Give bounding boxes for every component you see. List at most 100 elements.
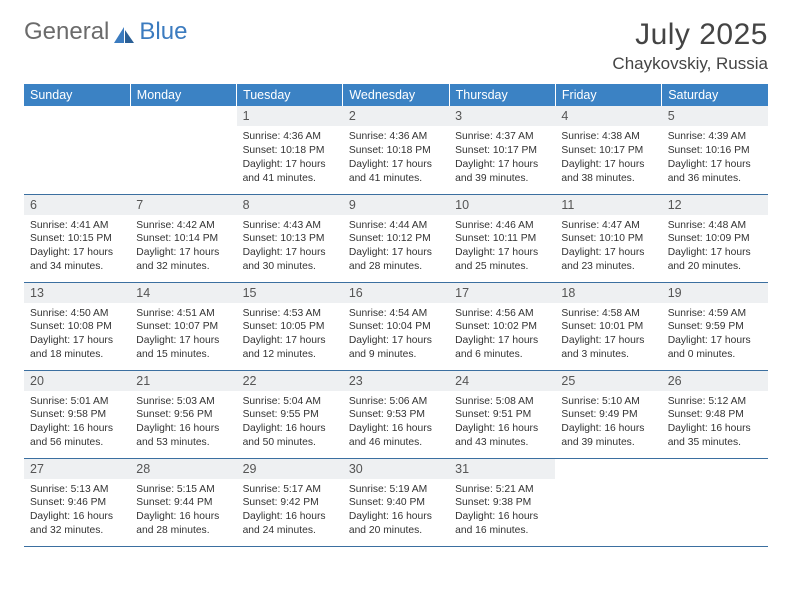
daylight-line: Daylight: 16 hours and 46 minutes. <box>349 422 443 450</box>
calendar-cell: 14Sunrise: 4:51 AMSunset: 10:07 PMDaylig… <box>130 282 236 370</box>
calendar-cell: 26Sunrise: 5:12 AMSunset: 9:48 PMDayligh… <box>662 370 768 458</box>
daylight-line: Daylight: 16 hours and 24 minutes. <box>243 510 337 538</box>
sunrise-line: Sunrise: 5:12 AM <box>668 395 762 409</box>
calendar-cell: 28Sunrise: 5:15 AMSunset: 9:44 PMDayligh… <box>130 458 236 546</box>
calendar-cell: 29Sunrise: 5:17 AMSunset: 9:42 PMDayligh… <box>237 458 343 546</box>
sunrise-line: Sunrise: 4:44 AM <box>349 219 443 233</box>
sunrise-line: Sunrise: 5:01 AM <box>30 395 124 409</box>
day-details: Sunrise: 4:43 AMSunset: 10:13 PMDaylight… <box>237 215 343 281</box>
calendar-cell: 25Sunrise: 5:10 AMSunset: 9:49 PMDayligh… <box>555 370 661 458</box>
sunset-line: Sunset: 10:11 PM <box>455 232 549 246</box>
day-details: Sunrise: 5:15 AMSunset: 9:44 PMDaylight:… <box>130 479 236 545</box>
calendar-cell: 7Sunrise: 4:42 AMSunset: 10:14 PMDayligh… <box>130 194 236 282</box>
sunset-line: Sunset: 10:01 PM <box>561 320 655 334</box>
weekday-header: Tuesday <box>237 84 343 106</box>
sunrise-line: Sunrise: 5:06 AM <box>349 395 443 409</box>
brand-logo: General Blue <box>24 18 187 46</box>
sunset-line: Sunset: 10:17 PM <box>561 144 655 158</box>
calendar-cell: 22Sunrise: 5:04 AMSunset: 9:55 PMDayligh… <box>237 370 343 458</box>
sunrise-line: Sunrise: 4:51 AM <box>136 307 230 321</box>
day-number: 7 <box>130 195 236 215</box>
calendar-cell: 11Sunrise: 4:47 AMSunset: 10:10 PMDaylig… <box>555 194 661 282</box>
sunrise-line: Sunrise: 4:39 AM <box>668 130 762 144</box>
calendar-cell: 21Sunrise: 5:03 AMSunset: 9:56 PMDayligh… <box>130 370 236 458</box>
day-details: Sunrise: 4:51 AMSunset: 10:07 PMDaylight… <box>130 303 236 369</box>
day-number: 26 <box>662 371 768 391</box>
day-details: Sunrise: 5:04 AMSunset: 9:55 PMDaylight:… <box>237 391 343 457</box>
daylight-line: Daylight: 17 hours and 25 minutes. <box>455 246 549 274</box>
calendar-cell: 10Sunrise: 4:46 AMSunset: 10:11 PMDaylig… <box>449 194 555 282</box>
sunset-line: Sunset: 10:12 PM <box>349 232 443 246</box>
sunset-line: Sunset: 9:48 PM <box>668 408 762 422</box>
calendar-cell: 18Sunrise: 4:58 AMSunset: 10:01 PMDaylig… <box>555 282 661 370</box>
day-details: Sunrise: 5:17 AMSunset: 9:42 PMDaylight:… <box>237 479 343 545</box>
sail-icon <box>113 23 135 41</box>
day-number: 15 <box>237 283 343 303</box>
calendar-cell: 1Sunrise: 4:36 AMSunset: 10:18 PMDayligh… <box>237 106 343 194</box>
sunset-line: Sunset: 10:05 PM <box>243 320 337 334</box>
sunrise-line: Sunrise: 5:17 AM <box>243 483 337 497</box>
sunrise-line: Sunrise: 4:38 AM <box>561 130 655 144</box>
daylight-line: Daylight: 17 hours and 39 minutes. <box>455 158 549 186</box>
calendar-cell: 12Sunrise: 4:48 AMSunset: 10:09 PMDaylig… <box>662 194 768 282</box>
sunset-line: Sunset: 9:51 PM <box>455 408 549 422</box>
weekday-header: Thursday <box>449 84 555 106</box>
daylight-line: Daylight: 16 hours and 56 minutes. <box>30 422 124 450</box>
calendar-cell: 20Sunrise: 5:01 AMSunset: 9:58 PMDayligh… <box>24 370 130 458</box>
day-number: 1 <box>237 106 343 126</box>
calendar-row: 20Sunrise: 5:01 AMSunset: 9:58 PMDayligh… <box>24 370 768 458</box>
sunrise-line: Sunrise: 5:15 AM <box>136 483 230 497</box>
day-number: 5 <box>662 106 768 126</box>
day-details: Sunrise: 4:59 AMSunset: 9:59 PMDaylight:… <box>662 303 768 369</box>
day-details: Sunrise: 5:12 AMSunset: 9:48 PMDaylight:… <box>662 391 768 457</box>
daylight-line: Daylight: 16 hours and 53 minutes. <box>136 422 230 450</box>
daylight-line: Daylight: 17 hours and 41 minutes. <box>349 158 443 186</box>
day-number: 2 <box>343 106 449 126</box>
daylight-line: Daylight: 17 hours and 9 minutes. <box>349 334 443 362</box>
sunrise-line: Sunrise: 5:03 AM <box>136 395 230 409</box>
weekday-header: Saturday <box>662 84 768 106</box>
sunset-line: Sunset: 9:56 PM <box>136 408 230 422</box>
day-number: 22 <box>237 371 343 391</box>
sunset-line: Sunset: 9:59 PM <box>668 320 762 334</box>
sunrise-line: Sunrise: 5:08 AM <box>455 395 549 409</box>
sunset-line: Sunset: 10:16 PM <box>668 144 762 158</box>
day-details: Sunrise: 5:21 AMSunset: 9:38 PMDaylight:… <box>449 479 555 545</box>
header: General Blue July 2025 Chaykovskiy, Russ… <box>24 18 768 74</box>
calendar-cell: 24Sunrise: 5:08 AMSunset: 9:51 PMDayligh… <box>449 370 555 458</box>
calendar-row: 27Sunrise: 5:13 AMSunset: 9:46 PMDayligh… <box>24 458 768 546</box>
day-number: 4 <box>555 106 661 126</box>
sunset-line: Sunset: 10:18 PM <box>243 144 337 158</box>
daylight-line: Daylight: 16 hours and 43 minutes. <box>455 422 549 450</box>
day-number: 9 <box>343 195 449 215</box>
day-number: 10 <box>449 195 555 215</box>
sunrise-line: Sunrise: 4:59 AM <box>668 307 762 321</box>
calendar-cell: 3Sunrise: 4:37 AMSunset: 10:17 PMDayligh… <box>449 106 555 194</box>
calendar-cell: 16Sunrise: 4:54 AMSunset: 10:04 PMDaylig… <box>343 282 449 370</box>
day-details: Sunrise: 5:03 AMSunset: 9:56 PMDaylight:… <box>130 391 236 457</box>
sunset-line: Sunset: 10:02 PM <box>455 320 549 334</box>
day-details: Sunrise: 4:50 AMSunset: 10:08 PMDaylight… <box>24 303 130 369</box>
sunset-line: Sunset: 9:55 PM <box>243 408 337 422</box>
sunrise-line: Sunrise: 5:10 AM <box>561 395 655 409</box>
sunrise-line: Sunrise: 4:48 AM <box>668 219 762 233</box>
day-number: 12 <box>662 195 768 215</box>
sunset-line: Sunset: 9:58 PM <box>30 408 124 422</box>
sunrise-line: Sunrise: 4:53 AM <box>243 307 337 321</box>
day-number: 14 <box>130 283 236 303</box>
month-title: July 2025 <box>612 18 768 52</box>
weekday-header: Friday <box>555 84 661 106</box>
sunrise-line: Sunrise: 4:37 AM <box>455 130 549 144</box>
daylight-line: Daylight: 16 hours and 16 minutes. <box>455 510 549 538</box>
day-number: 11 <box>555 195 661 215</box>
day-details: Sunrise: 4:56 AMSunset: 10:02 PMDaylight… <box>449 303 555 369</box>
day-number: 6 <box>24 195 130 215</box>
location: Chaykovskiy, Russia <box>612 54 768 74</box>
daylight-line: Daylight: 17 hours and 3 minutes. <box>561 334 655 362</box>
daylight-line: Daylight: 17 hours and 32 minutes. <box>136 246 230 274</box>
day-details: Sunrise: 4:36 AMSunset: 10:18 PMDaylight… <box>237 126 343 192</box>
day-details: Sunrise: 4:44 AMSunset: 10:12 PMDaylight… <box>343 215 449 281</box>
day-details: Sunrise: 4:53 AMSunset: 10:05 PMDaylight… <box>237 303 343 369</box>
day-details: Sunrise: 4:58 AMSunset: 10:01 PMDaylight… <box>555 303 661 369</box>
day-number: 21 <box>130 371 236 391</box>
